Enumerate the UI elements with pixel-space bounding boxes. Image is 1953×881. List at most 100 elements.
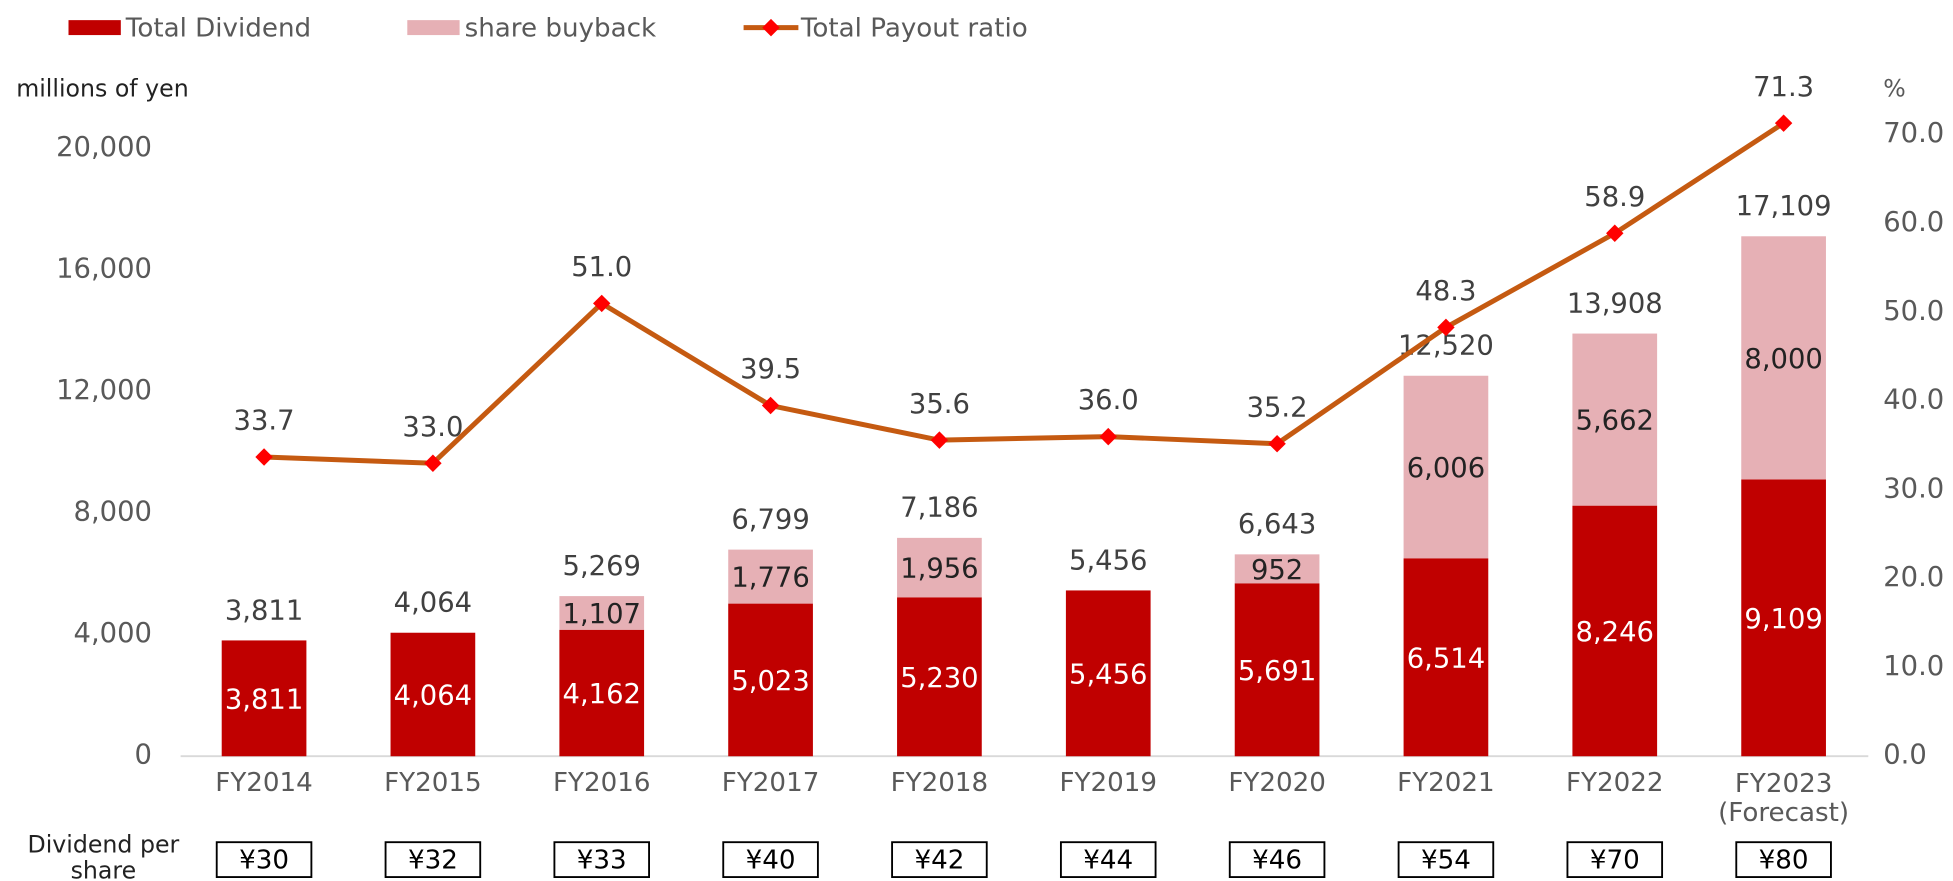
dps-value: ¥40	[746, 845, 796, 875]
line-label: 58.9	[1584, 182, 1645, 213]
legend-label: Total Payout ratio	[800, 13, 1028, 43]
bar-segment	[1741, 236, 1826, 480]
marker	[424, 454, 442, 472]
total-label: 3,811	[225, 595, 303, 626]
bar-segment	[1572, 505, 1658, 757]
bar-segment	[1065, 590, 1151, 757]
total-label: 4,064	[394, 588, 472, 619]
dps-value: ¥33	[577, 845, 627, 875]
data-label: 5,023	[731, 666, 809, 697]
line-label: 35.6	[909, 389, 970, 420]
y2-tick-label: 60.0	[1883, 207, 1944, 238]
y-tick-label: 12,000	[56, 375, 152, 406]
bar-segment	[1234, 583, 1320, 757]
bar-segment	[1403, 375, 1489, 559]
x-tick-label: FY2014	[215, 768, 313, 798]
total-label: 6,643	[1238, 509, 1316, 540]
y-tick-label: 16,000	[56, 253, 152, 284]
line-label: 71.3	[1753, 72, 1814, 103]
y-tick-label: 4,000	[74, 618, 152, 649]
data-label: 6,514	[1407, 643, 1485, 674]
dps-value: ¥70	[1590, 845, 1640, 875]
line-label: 39.5	[740, 354, 801, 385]
marker	[1437, 318, 1455, 337]
data-label: 5,230	[900, 663, 978, 694]
dps-value: ¥30	[239, 845, 289, 875]
bar-segment	[897, 597, 982, 757]
line-label: 33.7	[234, 406, 295, 437]
y2-tick-label: 0.0	[1883, 740, 1927, 771]
dps-value: ¥80	[1759, 845, 1809, 875]
total-label: 17,109	[1736, 191, 1832, 222]
bar-segment	[728, 603, 813, 757]
dps-value: ¥42	[914, 845, 964, 875]
total-label: 5,269	[563, 551, 641, 582]
marker	[761, 396, 780, 415]
data-label: 5,691	[1238, 656, 1316, 687]
x-tick-label: FY2016	[553, 768, 651, 798]
dps-value: ¥54	[1421, 845, 1471, 875]
y2-tick-label: 40.0	[1883, 385, 1944, 416]
bar-segment	[728, 549, 813, 604]
dps-box	[1228, 841, 1326, 878]
x-tick-label: FY2021	[1397, 768, 1495, 798]
y2-tick-label: 20.0	[1883, 562, 1944, 593]
data-label: 6,006	[1407, 453, 1485, 484]
marker	[1774, 114, 1793, 132]
line-label: 35.2	[1247, 392, 1308, 423]
total-label: 13,908	[1567, 288, 1663, 319]
data-label: 4,162	[563, 679, 641, 710]
total-label: 6,799	[731, 504, 809, 535]
y-tick-label: 8,000	[74, 497, 152, 528]
legend-marker	[762, 18, 780, 37]
row-label: Dividend per share	[27, 830, 179, 881]
line-label: 51.0	[571, 252, 632, 283]
bar-segment	[390, 632, 476, 757]
legend-label: Total Dividend	[125, 13, 311, 43]
y-tick-label: 20,000	[56, 132, 152, 163]
y2-tick-label: 70.0	[1883, 118, 1944, 149]
y2-tick-label: 50.0	[1883, 296, 1944, 327]
y-axis-label: millions of yen	[16, 74, 189, 102]
x-tick-label: FY2020	[1228, 768, 1326, 798]
dps-box	[1735, 841, 1832, 878]
dps-box	[1397, 841, 1495, 878]
y-tick-label: 0	[135, 740, 152, 771]
dps-box	[891, 841, 988, 878]
line	[263, 121, 1785, 466]
data-label: 1,776	[731, 563, 809, 594]
marker	[255, 448, 273, 466]
marker	[1099, 427, 1117, 446]
bar-segment	[559, 596, 645, 630]
data-label: 952	[1251, 555, 1303, 586]
data-label: 5,662	[1576, 406, 1654, 437]
x-tick-label: FY2022	[1566, 768, 1664, 798]
x-tick-label: FY2018	[891, 768, 989, 798]
data-label: 4,064	[394, 680, 472, 711]
bar-segment	[1572, 333, 1658, 506]
bar-segment	[1741, 479, 1826, 757]
y2-tick-label: 10.0	[1883, 651, 1944, 682]
marker	[593, 294, 611, 313]
legend-swatch	[407, 20, 460, 36]
line-label: 36.0	[1078, 385, 1139, 416]
dps-value: ¥46	[1252, 845, 1302, 875]
y2-axis-label: %	[1883, 74, 1905, 102]
line-label: 48.3	[1415, 276, 1476, 307]
x-tick-label: FY2023 (Forecast)	[1718, 769, 1849, 828]
line-label: 33.0	[402, 412, 463, 443]
x-tick-label: FY2017	[722, 768, 820, 798]
x-tick-label: FY2015	[384, 768, 482, 798]
legend-swatch	[68, 20, 121, 36]
marker	[1606, 224, 1624, 242]
data-label: 5,456	[1069, 659, 1147, 690]
y2-tick-label: 30.0	[1883, 473, 1944, 504]
x-tick-label: FY2019	[1059, 768, 1157, 798]
dps-box	[722, 841, 819, 878]
data-label: 8,000	[1744, 344, 1822, 375]
data-label: 1,956	[900, 554, 978, 585]
data-label: 8,246	[1576, 617, 1654, 648]
total-label: 5,456	[1069, 545, 1147, 576]
bar-segment	[221, 640, 307, 757]
